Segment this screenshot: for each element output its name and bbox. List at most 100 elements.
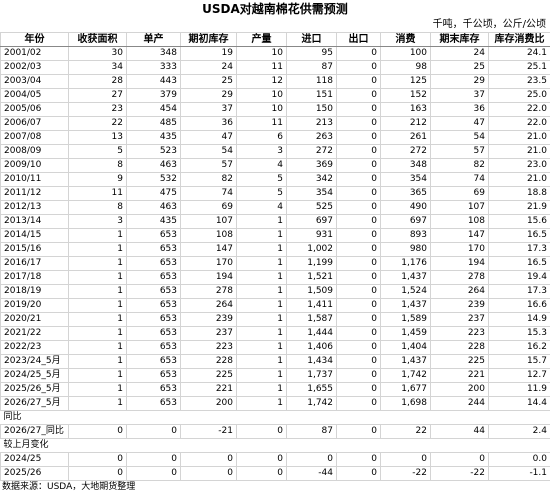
year-cell: 2001/02 bbox=[1, 47, 69, 61]
value-cell: 1 bbox=[69, 229, 127, 243]
value-cell: 11 bbox=[69, 187, 127, 201]
value-cell: 107 bbox=[431, 201, 489, 215]
year-cell: 2004/05 bbox=[1, 89, 69, 103]
value-cell: 1 bbox=[237, 341, 287, 355]
value-cell: 0 bbox=[181, 453, 237, 467]
value-cell: 57 bbox=[181, 159, 237, 173]
value-cell: 0 bbox=[337, 61, 381, 75]
value-cell: 25.0 bbox=[489, 89, 550, 103]
value-cell: 1,521 bbox=[287, 271, 337, 285]
year-cell: 2025/26_5月 bbox=[1, 383, 69, 397]
value-cell: 37 bbox=[431, 89, 489, 103]
value-cell: 0 bbox=[337, 341, 381, 355]
value-cell: 1 bbox=[237, 369, 287, 383]
value-cell: 225 bbox=[431, 355, 489, 369]
value-cell: 29 bbox=[431, 75, 489, 89]
value-cell: 194 bbox=[431, 257, 489, 271]
year-cell: 2018/19 bbox=[1, 285, 69, 299]
value-cell: 0 bbox=[337, 243, 381, 257]
value-cell: 1,655 bbox=[287, 383, 337, 397]
year-cell: 2015/16 bbox=[1, 243, 69, 257]
value-cell: 1 bbox=[69, 397, 127, 411]
value-cell: 1,587 bbox=[287, 313, 337, 327]
value-cell: 278 bbox=[181, 285, 237, 299]
value-cell: 221 bbox=[181, 383, 237, 397]
value-cell: 47 bbox=[431, 117, 489, 131]
source-note: 数据来源：USDA，大地期货整理 bbox=[0, 481, 550, 493]
value-cell: 5 bbox=[69, 145, 127, 159]
year-cell: 2005/06 bbox=[1, 103, 69, 117]
value-cell: 0 bbox=[237, 453, 287, 467]
value-cell: 0 bbox=[337, 369, 381, 383]
value-cell: 1 bbox=[237, 397, 287, 411]
year-cell: 2019/20 bbox=[1, 299, 69, 313]
year-cell: 2021/22 bbox=[1, 327, 69, 341]
value-cell: 653 bbox=[127, 285, 181, 299]
value-cell: 463 bbox=[127, 201, 181, 215]
value-cell: 1,434 bbox=[287, 355, 337, 369]
value-cell: 435 bbox=[127, 215, 181, 229]
value-cell: 14.9 bbox=[489, 313, 550, 327]
value-cell: 170 bbox=[181, 257, 237, 271]
value-cell: 4 bbox=[237, 201, 287, 215]
value-cell: 194 bbox=[181, 271, 237, 285]
header-cell: 期末库存 bbox=[431, 33, 489, 47]
value-cell: 16.5 bbox=[489, 229, 550, 243]
value-cell: 0 bbox=[127, 453, 181, 467]
value-cell: 21.0 bbox=[489, 131, 550, 145]
value-cell: 653 bbox=[127, 229, 181, 243]
header-cell: 产量 bbox=[237, 33, 287, 47]
value-cell: 2.4 bbox=[489, 425, 550, 439]
value-cell: 54 bbox=[431, 131, 489, 145]
value-cell: 170 bbox=[431, 243, 489, 257]
value-cell: 12.7 bbox=[489, 369, 550, 383]
value-cell: 278 bbox=[431, 271, 489, 285]
value-cell: 82 bbox=[431, 159, 489, 173]
value-cell: 264 bbox=[181, 299, 237, 313]
value-cell: 237 bbox=[181, 327, 237, 341]
value-cell: 333 bbox=[127, 61, 181, 75]
value-cell: 0 bbox=[127, 425, 181, 439]
value-cell: 0 bbox=[337, 47, 381, 61]
value-cell: 697 bbox=[381, 215, 431, 229]
value-cell: 0 bbox=[337, 397, 381, 411]
value-cell: 0 bbox=[337, 131, 381, 145]
value-cell: 0 bbox=[337, 327, 381, 341]
value-cell: 221 bbox=[431, 369, 489, 383]
value-cell: 3 bbox=[69, 215, 127, 229]
value-cell: 0 bbox=[181, 467, 237, 481]
value-cell: 0 bbox=[337, 383, 381, 397]
value-cell: 1 bbox=[69, 341, 127, 355]
value-cell: 348 bbox=[127, 47, 181, 61]
value-cell: 200 bbox=[181, 397, 237, 411]
value-cell: 1 bbox=[237, 243, 287, 257]
unit-note: 千吨，千公顷，公斤/公顷 bbox=[0, 18, 550, 32]
value-cell: 0 bbox=[337, 159, 381, 173]
value-cell: 653 bbox=[127, 257, 181, 271]
value-cell: 87 bbox=[287, 425, 337, 439]
value-cell: 0 bbox=[337, 467, 381, 481]
value-cell: 1,002 bbox=[287, 243, 337, 257]
value-cell: 57 bbox=[431, 145, 489, 159]
value-cell: 107 bbox=[181, 215, 237, 229]
year-cell: 2012/13 bbox=[1, 201, 69, 215]
value-cell: 272 bbox=[287, 145, 337, 159]
value-cell: 74 bbox=[431, 173, 489, 187]
value-cell: 0 bbox=[237, 467, 287, 481]
header-row: 年份收获面积单产期初库存产量进口出口消费期末库存库存消费比 bbox=[1, 33, 550, 47]
value-cell: 24 bbox=[181, 61, 237, 75]
value-cell: 931 bbox=[287, 229, 337, 243]
value-cell: 0.0 bbox=[489, 453, 550, 467]
value-cell: 18.8 bbox=[489, 187, 550, 201]
value-cell: 980 bbox=[381, 243, 431, 257]
value-cell: 653 bbox=[127, 313, 181, 327]
value-cell: 1 bbox=[237, 313, 287, 327]
